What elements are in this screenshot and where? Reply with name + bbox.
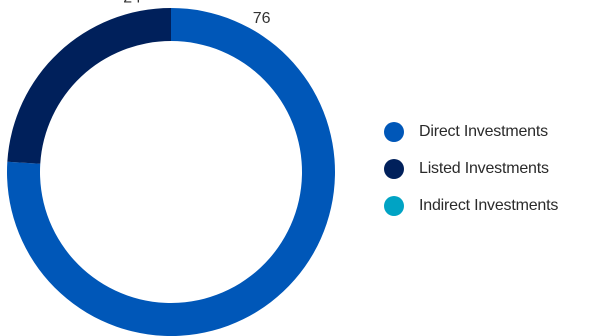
legend-item-direct-investments: Direct Investments [384,122,558,142]
donut-slice-listed-investments [7,8,171,164]
legend-item-listed-investments: Listed Investments [384,159,558,179]
legend-swatch-listed [384,159,404,179]
data-label-direct-investments: 76 [253,10,271,27]
legend-swatch-indirect [384,196,404,216]
legend-label-direct: Direct Investments [419,123,548,140]
legend-label-listed: Listed Investments [419,160,549,177]
legend-swatch-direct [384,122,404,142]
legend-label-indirect: Indirect Investments [419,197,559,214]
legend: Direct Investments Listed Investments In… [384,122,558,233]
data-label-listed-investments: 24 [123,0,141,7]
legend-item-indirect-investments: Indirect Investments [384,196,558,216]
